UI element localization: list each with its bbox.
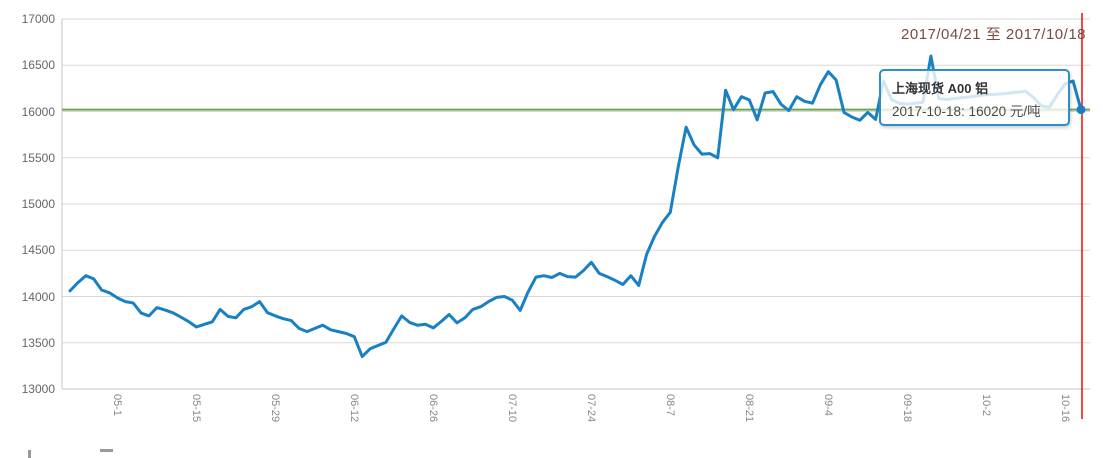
x-tick-label: 08-7 bbox=[664, 394, 677, 417]
x-tick-label: 05-15 bbox=[190, 394, 203, 423]
x-tick-label: 10-2 bbox=[980, 394, 993, 417]
tooltip-value: 2017-10-18: 16020 元/吨 bbox=[892, 104, 1041, 119]
x-tick-label: 09-4 bbox=[822, 394, 835, 417]
y-tick-label: 15000 bbox=[21, 197, 55, 211]
tooltip: 上海现货 A00 铝 2017-10-18: 16020 元/吨 bbox=[879, 69, 1070, 126]
tooltip-series-name: 上海现货 A00 铝 bbox=[892, 81, 989, 96]
x-tick-label: 06-12 bbox=[348, 394, 361, 423]
y-tick-label: 16000 bbox=[21, 104, 55, 119]
y-tick-label: 15500 bbox=[21, 150, 55, 165]
x-tick-label: 07-24 bbox=[585, 394, 598, 423]
x-tick-label: 06-26 bbox=[427, 394, 440, 423]
x-tick-label: 05-29 bbox=[269, 394, 282, 423]
x-tick-label: 05-1 bbox=[111, 394, 124, 417]
clipped-text-fragment bbox=[28, 450, 31, 458]
x-tick-label: 10-16 bbox=[1059, 394, 1072, 423]
chart-title: 2017/04/21 至 2017/10/18 bbox=[901, 26, 1086, 43]
y-tick-label: 14500 bbox=[21, 243, 55, 258]
last-point-marker[interactable] bbox=[1076, 105, 1086, 115]
y-tick-label: 13000 bbox=[21, 382, 55, 396]
clipped-text-fragment bbox=[100, 449, 113, 452]
y-tick-label: 16500 bbox=[21, 58, 55, 73]
y-tick-label: 17000 bbox=[21, 12, 55, 26]
y-tick-label: 14000 bbox=[21, 289, 55, 304]
x-tick-label: 08-21 bbox=[743, 394, 756, 423]
y-tick-label: 13500 bbox=[21, 335, 55, 350]
x-tick-label: 07-10 bbox=[506, 394, 519, 423]
x-tick-label: 09-18 bbox=[901, 394, 914, 423]
